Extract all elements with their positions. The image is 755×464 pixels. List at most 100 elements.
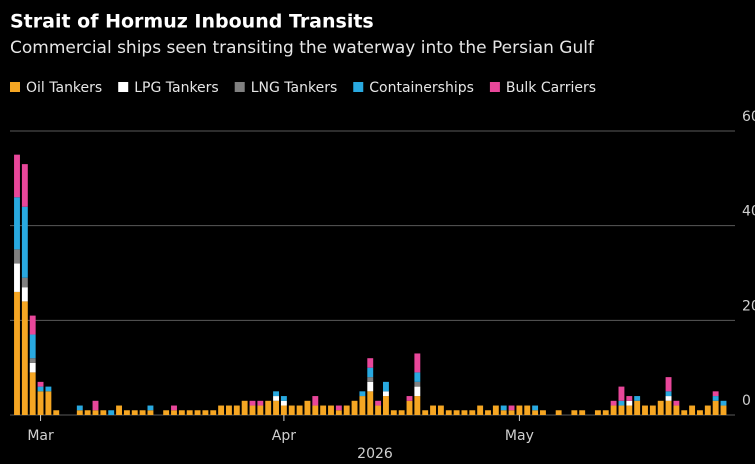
bar-segment	[257, 400, 264, 406]
y-tick-label: 40	[742, 204, 755, 220]
bar-segment	[634, 396, 641, 401]
bar-segment	[351, 400, 358, 415]
bar-segment	[704, 405, 711, 415]
bar-segment	[414, 396, 421, 415]
bar-segment	[210, 410, 217, 415]
bar-segment	[579, 410, 586, 415]
bar-segment	[673, 405, 680, 415]
bar-segment	[14, 154, 20, 198]
bar-segment	[665, 400, 672, 415]
bar-segment	[76, 410, 83, 415]
bar-segment	[312, 396, 319, 406]
bar-segment	[461, 410, 468, 415]
bar-segment	[469, 410, 476, 415]
bar-segment	[383, 391, 389, 397]
bar-segment	[178, 410, 185, 415]
bar-segment	[328, 405, 334, 415]
bar-segment	[414, 353, 421, 373]
bar-segment	[540, 410, 546, 415]
bar-segment	[649, 405, 656, 415]
bar-segment	[194, 410, 201, 415]
bar-segment	[233, 405, 240, 415]
bar-segment	[642, 405, 648, 415]
bar-segment	[626, 400, 633, 406]
bar-segment	[116, 405, 122, 415]
bar-segment	[45, 386, 52, 392]
bar-segment	[594, 410, 601, 415]
bar-segment	[29, 334, 36, 359]
bar-segment	[524, 405, 531, 415]
bar-segment	[37, 391, 44, 415]
bar-segment	[288, 405, 295, 415]
bar-segment	[665, 391, 672, 397]
bar-segment	[602, 410, 609, 415]
bar-segment	[618, 386, 625, 401]
bar-segment	[108, 410, 115, 415]
bar-segment	[626, 396, 633, 401]
bar-segment	[697, 410, 703, 415]
chart-title: Strait of Hormuz Inbound Transits	[10, 11, 374, 33]
bar-segment	[414, 372, 421, 382]
legend-swatch	[234, 82, 245, 92]
bar-segment	[508, 405, 515, 411]
bar-segment	[249, 405, 256, 415]
legend-label: Containerships	[369, 80, 474, 96]
bar-segment	[335, 405, 342, 411]
bar-segment	[312, 405, 319, 415]
bar-segment	[14, 291, 20, 415]
bar-segment	[257, 405, 264, 415]
legend-label: LPG Tankers	[134, 80, 219, 96]
bar-segment	[398, 410, 405, 415]
bar-segment	[186, 410, 193, 415]
bar-segment	[720, 405, 727, 415]
bar-segment	[500, 410, 507, 415]
bar-segment	[571, 410, 578, 415]
bar-segment	[634, 400, 641, 415]
x-tick-label: Apr	[272, 428, 296, 444]
bar-segment	[21, 277, 28, 288]
bar-segment	[84, 410, 91, 415]
bar-segment	[406, 396, 413, 401]
bar-segment	[280, 396, 287, 401]
bar-segment	[508, 410, 515, 415]
bar-segment	[375, 400, 382, 406]
bar-segment	[430, 405, 436, 415]
bar-segment	[29, 315, 36, 335]
bar-segment	[665, 396, 672, 401]
bar-segment	[618, 405, 625, 415]
bar-segment	[37, 386, 44, 392]
bar-segment	[516, 405, 523, 415]
bar-segment	[280, 400, 287, 406]
bar-segment	[29, 362, 36, 373]
bar-segment	[280, 405, 287, 415]
bar-segment	[202, 410, 209, 415]
bar-segment	[92, 410, 99, 415]
bar-segment	[273, 400, 279, 415]
bar-segment	[445, 410, 452, 415]
bar-segment	[610, 405, 617, 415]
bar-segment	[712, 396, 719, 401]
bar-segment	[626, 405, 633, 415]
bar-segment	[171, 410, 177, 415]
x-tick-label: Mar	[27, 428, 54, 444]
bar-segment	[367, 391, 374, 415]
bar-segment	[689, 405, 696, 415]
bar-segment	[100, 410, 107, 415]
bar-segment	[92, 400, 99, 411]
bar-segment	[37, 381, 44, 387]
bar-segment	[406, 400, 413, 415]
legend-label: LNG Tankers	[251, 80, 338, 96]
bar-segment	[218, 405, 225, 415]
bar-segment	[383, 381, 389, 392]
bar-segment	[367, 381, 374, 392]
bar-segment	[720, 400, 727, 406]
bar-segment	[500, 405, 507, 411]
bar-segment	[343, 405, 350, 415]
bar-segment	[163, 410, 170, 415]
x-tick-label: May	[505, 428, 534, 444]
bar-segment	[555, 410, 562, 415]
bar-segment	[14, 249, 20, 264]
bar-segment	[610, 400, 617, 406]
bar-segment	[123, 410, 130, 415]
chart-subtitle: Commercial ships seen transiting the wat…	[10, 38, 595, 58]
